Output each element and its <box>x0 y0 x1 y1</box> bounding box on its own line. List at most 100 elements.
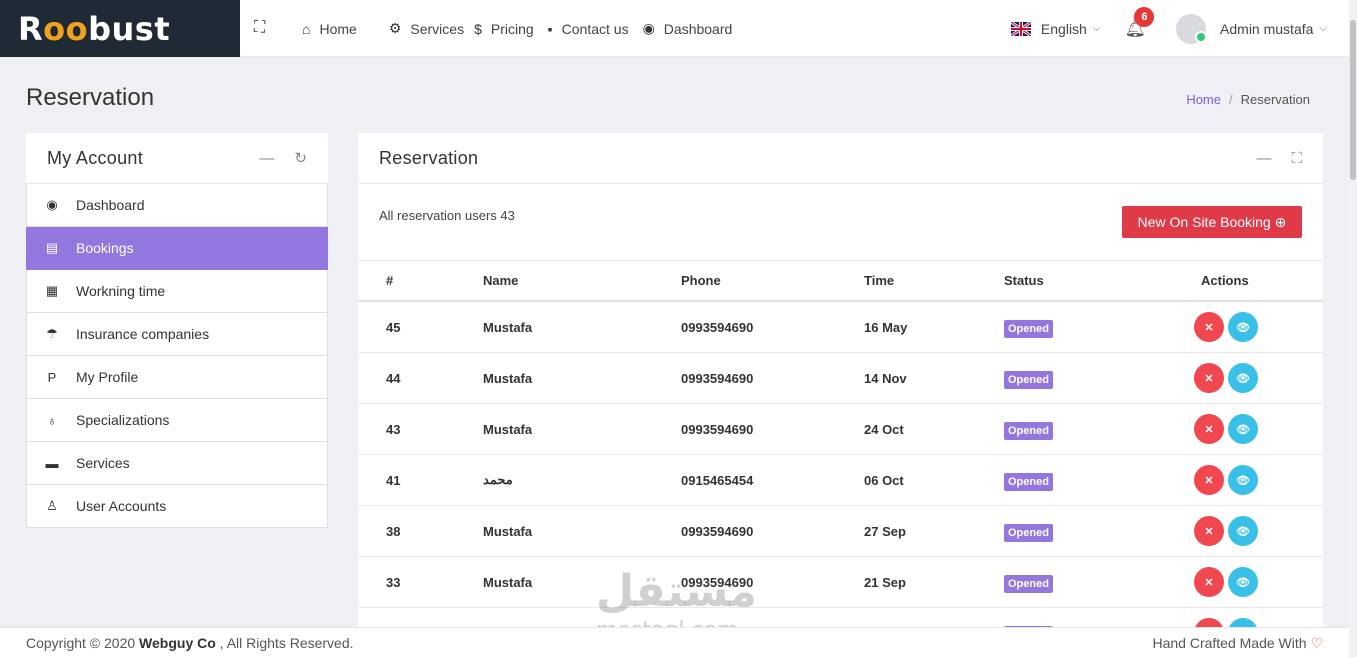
sidebar-item-insurance-companies[interactable]: ☂ Insurance companies <box>26 313 328 356</box>
expand-icon[interactable]: ⛶ <box>1291 149 1302 167</box>
cell-phone: 0993594690 <box>681 523 754 539</box>
breadcrumb: Home / Reservation <box>1186 92 1310 107</box>
delete-button[interactable]: ✕ <box>1194 516 1224 546</box>
language-label: English <box>1040 20 1087 37</box>
page-scrollbar[interactable] <box>1349 0 1357 657</box>
cell-name: Mustafa <box>483 319 533 335</box>
page-title: Reservation <box>26 84 155 111</box>
user-name: Admin mustafa <box>1220 20 1314 37</box>
nav-item-contact-us[interactable]: ▪ Contact us <box>548 21 629 37</box>
status-badge: Opened <box>1004 421 1053 440</box>
nav-label: Dashboard <box>663 20 733 37</box>
view-button[interactable]: 👁︎ <box>1228 363 1258 393</box>
delete-button[interactable]: ✕ <box>1194 567 1224 597</box>
logo-mark: oo <box>43 10 89 48</box>
col-header-phone: Phone <box>681 273 721 288</box>
cell-time: 14 Nov <box>864 370 907 386</box>
delete-button[interactable]: ✕ <box>1194 363 1224 393</box>
notification-bell[interactable]: 🔔︎ 6 <box>1124 6 1155 39</box>
breadcrumb-current: Reservation <box>1240 92 1310 107</box>
sidebar-item-label: Workning time <box>76 283 166 299</box>
breadcrumb-home[interactable]: Home <box>1186 92 1221 107</box>
copyright-suffix: , All Rights Reserved. <box>215 635 354 651</box>
minimize-icon[interactable]: — <box>259 149 275 167</box>
sidebar-item-my-profile[interactable]: P My Profile <box>26 356 328 399</box>
cell-phone: 0993594690 <box>681 574 754 590</box>
row-actions: ✕👁︎ <box>1194 363 1258 393</box>
table-row: 43 Mustafa 0993594690 24 Oct Opened ✕ 👁︎ <box>358 404 1323 455</box>
table-row: 33 Mustafa 0993594690 21 Sep Opened ✕ 👁︎ <box>358 557 1323 608</box>
cell-phone: 0993594690 <box>681 421 754 437</box>
avatar <box>1176 13 1208 44</box>
nav-label: Contact us <box>561 20 629 37</box>
sidebar-item-services[interactable]: ▬ Services <box>26 442 328 485</box>
cell-phone: 0915465454 <box>681 472 754 488</box>
copyright: Copyright © 2020 Webguy Co , All Rights … <box>26 635 354 651</box>
scrollbar-thumb[interactable] <box>1350 20 1356 180</box>
calendar-icon: ▦ <box>45 283 59 298</box>
sidebar-item-dashboard[interactable]: ◉ Dashboard <box>26 184 328 227</box>
sidebar-title: My Account <box>47 147 144 168</box>
view-button[interactable]: 👁︎ <box>1228 312 1258 342</box>
nav-item-services[interactable]: ⚙ Services <box>389 20 464 37</box>
view-button[interactable]: 👁︎ <box>1228 465 1258 495</box>
view-button[interactable]: 👁︎ <box>1228 567 1258 597</box>
nav-label: Services <box>410 20 465 37</box>
nav-label: Pricing <box>490 20 534 37</box>
language-selector[interactable]: English ⌵ <box>1010 20 1101 37</box>
delete-button[interactable]: ✕ <box>1194 414 1224 444</box>
nav-item-dashboard[interactable]: ◉ Dashboard <box>643 20 733 37</box>
cell-name: Mustafa <box>483 421 533 437</box>
table-row: 38 Mustafa 0993594690 27 Sep Opened ✕ 👁︎ <box>358 506 1323 557</box>
card-header: Reservation — ⛶ <box>358 133 1323 184</box>
tachometer-icon: ◉ <box>46 197 58 212</box>
delete-button[interactable]: ✕ <box>1194 312 1224 342</box>
new-booking-button[interactable]: New On Site Booking ⊕ <box>1122 206 1302 238</box>
company-name: Webguy Co <box>139 635 216 651</box>
col-header-status: Status <box>1004 273 1044 288</box>
chevron-down-icon: ⌵ <box>1092 23 1101 34</box>
logo-text-end: bust <box>88 10 171 48</box>
row-actions: ✕👁︎ <box>1194 567 1258 597</box>
product-hunt-icon: P <box>47 369 57 385</box>
cogs-icon: ⚙ <box>388 20 402 36</box>
nav-item-home[interactable]: ⌂ Home <box>302 21 357 37</box>
status-badge: Opened <box>1004 574 1053 593</box>
notification-count: 6 <box>1134 6 1155 27</box>
cell-id: 45 <box>386 319 401 335</box>
sidebar-item-workning-time[interactable]: ▦ Workning time <box>26 270 328 313</box>
cell-phone: 0993594690 <box>681 319 754 335</box>
row-actions: ✕👁︎ <box>1194 465 1258 495</box>
main-nav: ⌂ Home ⚙ Services $ Pricing ▪ Contact us ◉ Dashbo… <box>302 0 746 57</box>
home-icon: ⌂ <box>302 20 311 37</box>
sidebar-item-label: Insurance companies <box>76 326 210 342</box>
cell-name: Mustafa <box>483 370 533 386</box>
top-navbar: Roobust ⛶ ⌂ Home ⚙ Services $ Pricing ▪ Contact… <box>0 0 1357 57</box>
view-button[interactable]: 👁︎ <box>1228 516 1258 546</box>
fullscreen-icon[interactable]: ⛶ <box>254 19 266 36</box>
card-title: Reservation <box>379 147 479 168</box>
delete-button[interactable]: ✕ <box>1194 465 1224 495</box>
nav-item-pricing[interactable]: $ Pricing <box>474 21 534 37</box>
reservation-table: # Name Phone Time Status Actions 45 Musta… <box>358 260 1323 633</box>
brand-logo[interactable]: Roobust <box>0 0 240 57</box>
sidebar-item-label: Bookings <box>76 240 134 256</box>
watermark-arabic: مستقل <box>596 566 757 617</box>
status-badge: Opened <box>1004 370 1053 389</box>
refresh-icon[interactable]: ↻ <box>294 150 307 167</box>
sidebar-item-specializations[interactable]: ♁ Specializations <box>26 399 328 442</box>
minimize-icon[interactable]: — <box>1256 149 1272 167</box>
user-menu[interactable]: Admin mustafa ⌵ <box>1176 13 1327 44</box>
cell-name: Mustafa <box>483 574 533 590</box>
table-row: 44 Mustafa 0993594690 14 Nov Opened ✕ 👁︎ <box>358 353 1323 404</box>
cell-time: 21 Sep <box>864 574 906 590</box>
status-badge: Opened <box>1004 523 1053 542</box>
briefcase-icon: ▬ <box>45 455 59 471</box>
account-sidebar: My Account — ↻ ◉ Dashboard ▤ Bookings ▦ Workn… <box>26 133 328 528</box>
view-button[interactable]: 👁︎ <box>1228 414 1258 444</box>
status-badge: Opened <box>1004 319 1053 338</box>
sidebar-item-bookings[interactable]: ▤ Bookings <box>26 227 328 270</box>
status-badge: Opened <box>1004 472 1053 491</box>
sidebar-item-user-accounts[interactable]: ♙ User Accounts <box>26 485 328 528</box>
sidebar-header: My Account — ↻ <box>26 133 328 184</box>
